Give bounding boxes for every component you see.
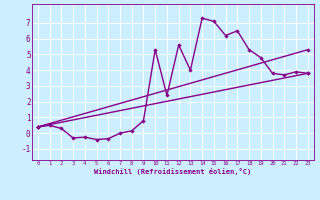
X-axis label: Windchill (Refroidissement éolien,°C): Windchill (Refroidissement éolien,°C) bbox=[94, 168, 252, 175]
